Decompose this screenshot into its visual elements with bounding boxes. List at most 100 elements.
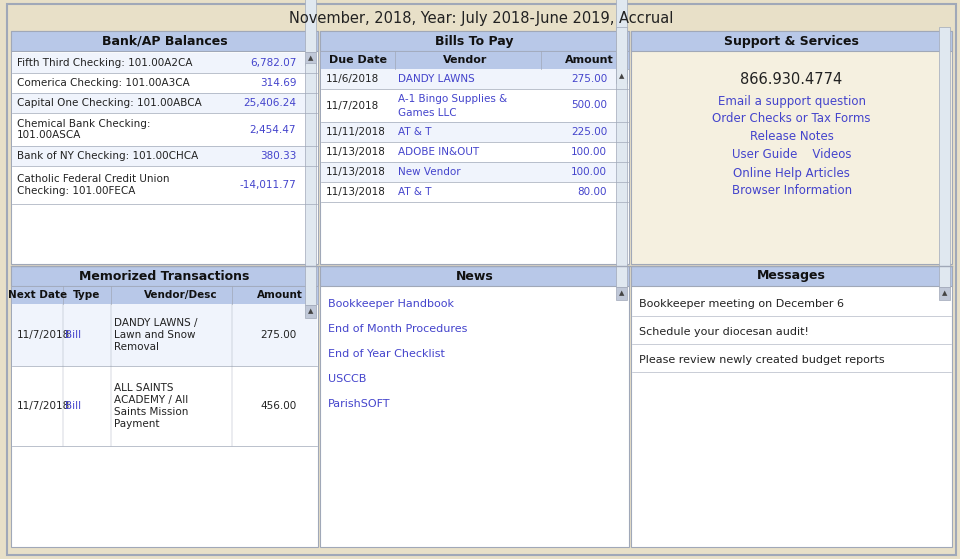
Text: 275.00: 275.00 — [260, 330, 297, 340]
Text: ACADEMY / All: ACADEMY / All — [114, 395, 188, 405]
FancyBboxPatch shape — [631, 31, 952, 51]
FancyBboxPatch shape — [12, 93, 317, 113]
Text: 11/7/2018: 11/7/2018 — [17, 401, 70, 411]
Text: Fifth Third Checking: 101.00A2CA: Fifth Third Checking: 101.00A2CA — [17, 58, 193, 68]
Text: 100.00: 100.00 — [571, 147, 607, 157]
Text: End of Year Checklist: End of Year Checklist — [328, 349, 445, 359]
Text: Memorized Transactions: Memorized Transactions — [80, 269, 250, 282]
FancyBboxPatch shape — [305, 52, 316, 65]
FancyBboxPatch shape — [320, 31, 629, 264]
Text: ▲: ▲ — [619, 73, 624, 79]
FancyBboxPatch shape — [616, 0, 627, 70]
Text: 275.00: 275.00 — [571, 74, 607, 84]
Text: Vendor/Desc: Vendor/Desc — [144, 290, 217, 300]
Text: Amount: Amount — [257, 290, 303, 300]
Text: ADOBE IN&OUT: ADOBE IN&OUT — [397, 147, 479, 157]
Text: 11/7/2018: 11/7/2018 — [17, 330, 70, 340]
Text: Capital One Checking: 101.00ABCA: Capital One Checking: 101.00ABCA — [17, 98, 202, 108]
Text: Catholic Federal Credit Union: Catholic Federal Credit Union — [17, 174, 170, 184]
Text: End of Month Procedures: End of Month Procedures — [328, 324, 468, 334]
FancyBboxPatch shape — [322, 122, 628, 142]
Text: ALL SAINTS: ALL SAINTS — [114, 383, 174, 393]
Text: ▲: ▲ — [619, 290, 624, 296]
Text: 11/13/2018: 11/13/2018 — [326, 147, 386, 157]
Text: 456.00: 456.00 — [260, 401, 297, 411]
FancyBboxPatch shape — [939, 27, 950, 287]
Text: USCCB: USCCB — [328, 374, 367, 384]
Text: 225.00: 225.00 — [571, 127, 607, 137]
FancyBboxPatch shape — [7, 4, 956, 555]
Text: Checking: 101.00FECA: Checking: 101.00FECA — [17, 186, 135, 196]
Text: New Vendor: New Vendor — [397, 167, 461, 177]
Text: ParishSOFT: ParishSOFT — [328, 399, 391, 409]
Text: Support & Services: Support & Services — [724, 35, 859, 48]
Text: 11/6/2018: 11/6/2018 — [326, 74, 379, 84]
FancyBboxPatch shape — [616, 70, 627, 83]
Text: DANDY LAWNS /: DANDY LAWNS / — [114, 318, 198, 328]
Text: 80.00: 80.00 — [578, 187, 607, 197]
Text: 25,406.24: 25,406.24 — [243, 98, 297, 108]
Text: Removal: Removal — [114, 342, 158, 352]
FancyBboxPatch shape — [12, 53, 317, 73]
FancyBboxPatch shape — [12, 31, 318, 264]
Text: ▲: ▲ — [308, 55, 313, 61]
Text: Messages: Messages — [757, 269, 826, 282]
FancyBboxPatch shape — [12, 166, 317, 204]
FancyBboxPatch shape — [322, 69, 628, 89]
Text: 314.69: 314.69 — [260, 78, 297, 88]
Text: Bookkeeper Handbook: Bookkeeper Handbook — [328, 299, 454, 309]
Text: Games LLC: Games LLC — [397, 107, 457, 117]
FancyBboxPatch shape — [12, 31, 318, 51]
Text: Payment: Payment — [114, 419, 159, 429]
Text: AT & T: AT & T — [397, 187, 431, 197]
FancyBboxPatch shape — [12, 73, 317, 93]
FancyBboxPatch shape — [12, 286, 318, 304]
Text: 6,782.07: 6,782.07 — [250, 58, 297, 68]
Text: -14,011.77: -14,011.77 — [239, 180, 297, 190]
Text: Email a support question: Email a support question — [717, 94, 866, 107]
FancyBboxPatch shape — [320, 51, 629, 69]
Text: Bills To Pay: Bills To Pay — [436, 35, 514, 48]
Text: 500.00: 500.00 — [571, 101, 607, 111]
Text: 11/13/2018: 11/13/2018 — [326, 187, 386, 197]
Text: Bank of NY Checking: 101.00CHCA: Bank of NY Checking: 101.00CHCA — [17, 151, 199, 161]
Text: Bill: Bill — [65, 401, 82, 411]
Text: Lawn and Snow: Lawn and Snow — [114, 330, 195, 340]
Text: ▲: ▲ — [308, 308, 313, 314]
Text: Order Checks or Tax Forms: Order Checks or Tax Forms — [712, 112, 871, 126]
Text: 866.930.4774: 866.930.4774 — [740, 72, 843, 87]
Text: Please review newly created budget reports: Please review newly created budget repor… — [639, 355, 885, 365]
FancyBboxPatch shape — [939, 287, 950, 300]
FancyBboxPatch shape — [12, 304, 317, 366]
FancyBboxPatch shape — [320, 266, 629, 547]
FancyBboxPatch shape — [631, 266, 952, 286]
Text: AT & T: AT & T — [397, 127, 431, 137]
Text: Schedule your diocesan audit!: Schedule your diocesan audit! — [639, 327, 809, 337]
Text: Bill: Bill — [65, 330, 82, 340]
Text: Comerica Checking: 101.00A3CA: Comerica Checking: 101.00A3CA — [17, 78, 190, 88]
Text: Browser Information: Browser Information — [732, 184, 852, 197]
Text: Saints Mission: Saints Mission — [114, 407, 188, 417]
Text: 100.00: 100.00 — [571, 167, 607, 177]
Text: 11/11/2018: 11/11/2018 — [326, 127, 386, 137]
Text: November, 2018, Year: July 2018-June 2019, Accrual: November, 2018, Year: July 2018-June 201… — [289, 11, 674, 26]
Text: 380.33: 380.33 — [260, 151, 297, 161]
Text: Bookkeeper meeting on December 6: Bookkeeper meeting on December 6 — [639, 299, 844, 309]
Text: Vendor: Vendor — [443, 55, 487, 65]
FancyBboxPatch shape — [616, 27, 627, 287]
FancyBboxPatch shape — [320, 31, 629, 51]
FancyBboxPatch shape — [616, 287, 627, 300]
FancyBboxPatch shape — [320, 266, 629, 286]
FancyBboxPatch shape — [12, 366, 317, 446]
Text: Amount: Amount — [564, 55, 613, 65]
FancyBboxPatch shape — [322, 182, 628, 202]
Text: Release Notes: Release Notes — [750, 130, 833, 144]
Text: 2,454.47: 2,454.47 — [250, 125, 297, 135]
Text: A-1 Bingo Supplies &: A-1 Bingo Supplies & — [397, 93, 507, 103]
FancyBboxPatch shape — [12, 146, 317, 166]
FancyBboxPatch shape — [305, 0, 316, 52]
FancyBboxPatch shape — [322, 89, 628, 122]
Text: 101.00ASCA: 101.00ASCA — [17, 130, 82, 140]
Text: Chemical Bank Checking:: Chemical Bank Checking: — [17, 119, 151, 129]
Text: User Guide    Videos: User Guide Videos — [732, 149, 852, 162]
